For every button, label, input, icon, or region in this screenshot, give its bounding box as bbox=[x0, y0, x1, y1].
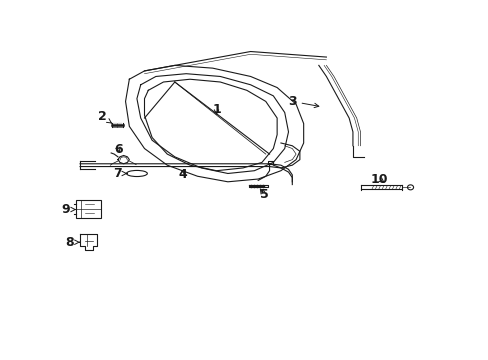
Text: 5: 5 bbox=[259, 188, 268, 201]
Text: 6: 6 bbox=[114, 143, 123, 157]
Text: 3: 3 bbox=[287, 95, 318, 108]
Text: 2: 2 bbox=[98, 110, 111, 123]
Text: 10: 10 bbox=[370, 172, 387, 185]
Text: 9: 9 bbox=[61, 203, 76, 216]
Text: 4: 4 bbox=[178, 168, 186, 181]
Text: 7: 7 bbox=[113, 167, 127, 180]
Text: 1: 1 bbox=[212, 103, 221, 116]
Text: 8: 8 bbox=[65, 236, 79, 249]
